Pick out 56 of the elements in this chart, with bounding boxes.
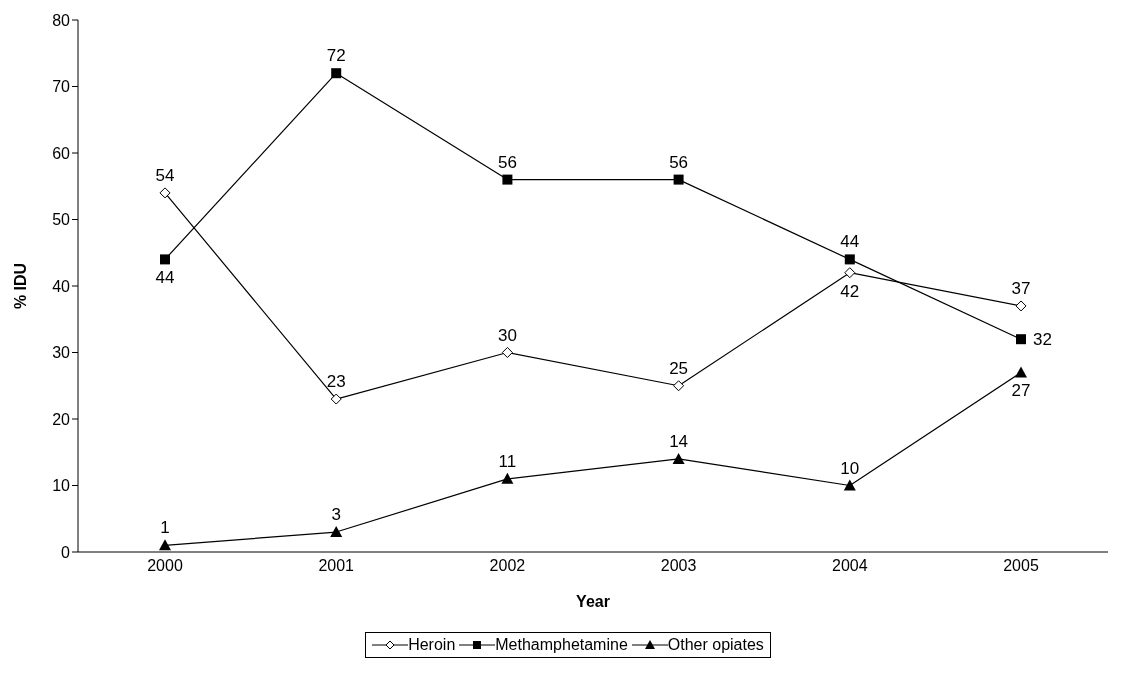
data-label: 44 [155, 268, 175, 288]
point [330, 393, 342, 405]
y-tick-label: 50 [52, 211, 71, 229]
point [673, 380, 685, 392]
y-tick-label: 0 [61, 543, 71, 561]
point [330, 526, 343, 538]
point [160, 254, 170, 265]
y-tick-label: 70 [52, 78, 71, 96]
x-tick-label: 2000 [147, 557, 183, 575]
data-label: 27 [1011, 381, 1031, 401]
data-label: 14 [669, 431, 689, 451]
point [159, 187, 171, 199]
x-tick-label: 2002 [489, 557, 526, 575]
x-tick-label: 2001 [318, 557, 355, 575]
data-label: 3 [331, 505, 341, 525]
point [673, 174, 684, 185]
point [672, 452, 685, 464]
point [501, 347, 513, 358]
point [1016, 334, 1026, 345]
x-axis-title: Year [576, 593, 610, 610]
point [1015, 300, 1027, 312]
data-label: 56 [497, 152, 517, 172]
point [159, 539, 171, 551]
y-tick-label: 80 [52, 11, 71, 29]
data-label: 32 [1033, 330, 1052, 350]
point [844, 254, 855, 265]
data-label: 44 [840, 232, 860, 252]
data-label: 1 [160, 518, 170, 538]
legend-label: Other opiates [667, 636, 764, 654]
data-label: 30 [497, 325, 517, 345]
x-tick-label: 2003 [660, 557, 697, 575]
x-tick-label: 2004 [832, 557, 868, 575]
data-label: 54 [155, 165, 175, 185]
point [501, 472, 514, 484]
point [502, 174, 513, 185]
point [1015, 366, 1027, 378]
data-label: 56 [669, 152, 689, 172]
y-tick-label: 40 [52, 277, 71, 295]
data-label: 23 [326, 372, 346, 392]
x-tick-label: 2005 [1003, 557, 1039, 575]
y-tick-label: 60 [52, 144, 71, 162]
y-tick-label: 10 [52, 477, 71, 495]
point [331, 68, 342, 79]
data-label: 25 [669, 358, 689, 378]
legend-label: Methamphetamine [495, 636, 628, 654]
data-label: 10 [840, 458, 860, 478]
data-label: 42 [840, 281, 860, 301]
y-tick-label: 30 [52, 344, 71, 362]
data-label: 72 [326, 46, 346, 66]
data-label: 11 [498, 451, 517, 471]
data-label: 37 [1011, 278, 1031, 298]
y-tick-label: 20 [52, 410, 71, 428]
legend-label: Heroin [408, 636, 456, 654]
point [843, 479, 856, 491]
point [844, 267, 856, 279]
y-axis-title: % IDU [11, 262, 29, 310]
